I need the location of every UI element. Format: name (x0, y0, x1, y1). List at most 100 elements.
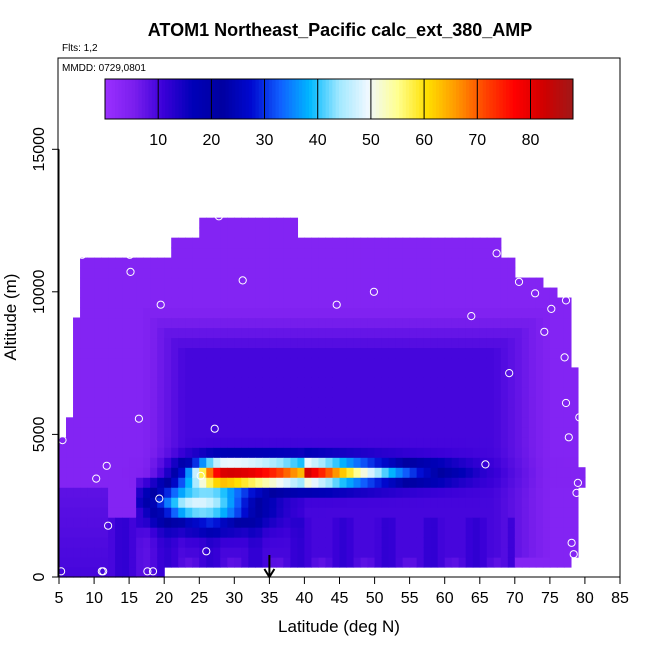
heatmap-cell (213, 257, 221, 269)
heatmap-cell (129, 327, 137, 339)
heatmap-cell (360, 407, 369, 418)
heatmap-cell (66, 537, 74, 548)
heatmap-cell (388, 447, 397, 458)
heatmap-cell (157, 407, 165, 418)
heatmap-cell (542, 317, 551, 329)
heatmap-cell (374, 407, 383, 418)
heatmap-cell (199, 507, 207, 518)
heatmap-cell (353, 407, 362, 418)
heatmap-cell (318, 327, 327, 339)
heatmap-cell (262, 397, 270, 408)
colorbar-swatch (412, 79, 417, 119)
heatmap-cell (87, 257, 95, 269)
heatmap-cell (276, 417, 284, 428)
heatmap-cell (374, 357, 383, 368)
heatmap-cell (199, 287, 207, 299)
heatmap-cell (556, 297, 565, 309)
colorbar-swatch (138, 79, 143, 119)
heatmap-cell (444, 537, 453, 548)
heatmap-cell (416, 387, 425, 398)
heatmap-cell (129, 357, 137, 368)
heatmap-cell (115, 267, 123, 279)
heatmap-cell (563, 397, 572, 408)
heatmap-cell (164, 407, 172, 418)
heatmap-cell (304, 337, 313, 349)
heatmap-cell (395, 497, 404, 508)
heatmap-cell (556, 427, 565, 438)
heatmap-cell (143, 487, 151, 498)
heatmap-cell (164, 317, 172, 329)
heatmap-cell (262, 537, 270, 548)
heatmap-cell (339, 387, 348, 398)
heatmap-cell (283, 237, 292, 249)
heatmap-cell (395, 327, 404, 339)
heatmap-cell (409, 267, 418, 279)
heatmap-cell (507, 407, 516, 418)
heatmap-cell (325, 457, 334, 468)
heatmap-cell (542, 437, 551, 448)
heatmap-cell (220, 307, 228, 319)
heatmap-cell (199, 337, 207, 349)
heatmap-cell (199, 327, 207, 339)
heatmap-cell (437, 437, 446, 448)
heatmap-cell (122, 567, 130, 578)
heatmap-cell (311, 257, 320, 269)
colorbar-swatch (191, 79, 196, 119)
heatmap-cell (122, 527, 130, 538)
heatmap-cell (192, 347, 200, 359)
heatmap-cell (115, 357, 123, 368)
heatmap-cell (332, 507, 341, 518)
heatmap-cell (521, 317, 530, 329)
heatmap-cell (514, 517, 523, 528)
heatmap-cell (248, 387, 256, 398)
heatmap-cell (241, 477, 249, 488)
heatmap-cell (549, 437, 558, 448)
heatmap-cell (269, 377, 277, 388)
heatmap-cell (507, 327, 516, 339)
heatmap-cell (276, 407, 284, 418)
heatmap-cell (346, 277, 355, 289)
heatmap-cell (367, 517, 376, 528)
heatmap-cell (458, 517, 467, 528)
colorbar-swatch (211, 79, 216, 119)
heatmap-cell (423, 307, 432, 319)
heatmap-cell (542, 477, 551, 488)
heatmap-cell (381, 277, 390, 289)
x-axis: 5 10 15 20 25 30 35 40 45 50 55 60 65 70 75 80 85 (55, 576, 629, 607)
heatmap-cell (339, 247, 348, 259)
heatmap-cell (521, 527, 530, 538)
heatmap-cell (171, 267, 179, 279)
colorbar (104, 78, 574, 120)
heatmap-cell (500, 447, 509, 458)
heatmap-cell (94, 287, 102, 299)
heatmap-cell (458, 537, 467, 548)
heatmap-cell (311, 447, 320, 458)
heatmap-cell (360, 397, 369, 408)
colorbar-swatch (539, 79, 544, 119)
heatmap-cell (171, 287, 179, 299)
heatmap-cell (486, 337, 495, 349)
heatmap-cell (556, 347, 565, 359)
heatmap-cell (430, 437, 439, 448)
heatmap-cell (360, 327, 369, 339)
heatmap-cell (185, 417, 193, 428)
heatmap-cell (535, 357, 544, 368)
heatmap-cell (549, 477, 558, 488)
heatmap-cell (486, 557, 495, 568)
heatmap-cell (136, 397, 144, 408)
heatmap-cell (346, 547, 355, 558)
heatmap-cell (283, 267, 292, 279)
heatmap-cell (80, 277, 88, 289)
heatmap-cell (101, 477, 109, 488)
heatmap-cell (318, 557, 327, 568)
heatmap-cell (276, 467, 284, 478)
heatmap-cell (472, 267, 481, 279)
heatmap-cell (255, 427, 263, 438)
heatmap-cell (66, 527, 74, 538)
heatmap-cell (451, 317, 460, 329)
heatmap-cell (276, 557, 284, 568)
heatmap-cell (171, 527, 179, 538)
heatmap-cell (325, 407, 334, 418)
heatmap-cell (346, 387, 355, 398)
heatmap-cell (535, 527, 544, 538)
